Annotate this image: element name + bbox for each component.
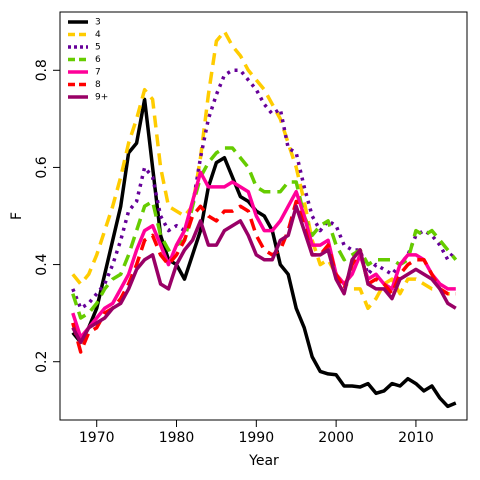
legend-label: 7: [95, 68, 101, 78]
legend-label: 5: [95, 43, 101, 53]
series-line: [71, 170, 456, 340]
x-tick-label: 1990: [238, 430, 274, 446]
x-tick-label: 1980: [159, 430, 195, 446]
legend-label: 9+: [95, 93, 108, 103]
y-tick-label: 0.4: [34, 253, 50, 275]
legend-label: 4: [95, 30, 101, 40]
x-tick-label: 1970: [79, 430, 115, 446]
legend-label: 6: [95, 55, 101, 65]
series-line: [71, 146, 458, 320]
series-line: [71, 68, 458, 311]
y-axis-label: F: [9, 212, 25, 220]
series-line: [71, 29, 456, 311]
y-tick-label: 0.6: [34, 156, 50, 178]
series-line: [71, 204, 457, 345]
y-tick-label: 0.8: [34, 59, 50, 81]
legend-label: 8: [95, 80, 101, 90]
plot-frame: [59, 11, 468, 421]
series-line: [71, 97, 457, 409]
series-line: [71, 199, 456, 354]
y-tick-label: 0.2: [34, 351, 50, 373]
legend-label: 3: [95, 18, 101, 28]
x-axis-label: Year: [248, 453, 279, 469]
x-tick-label: 2010: [398, 430, 434, 446]
x-tick-label: 2000: [318, 430, 354, 446]
